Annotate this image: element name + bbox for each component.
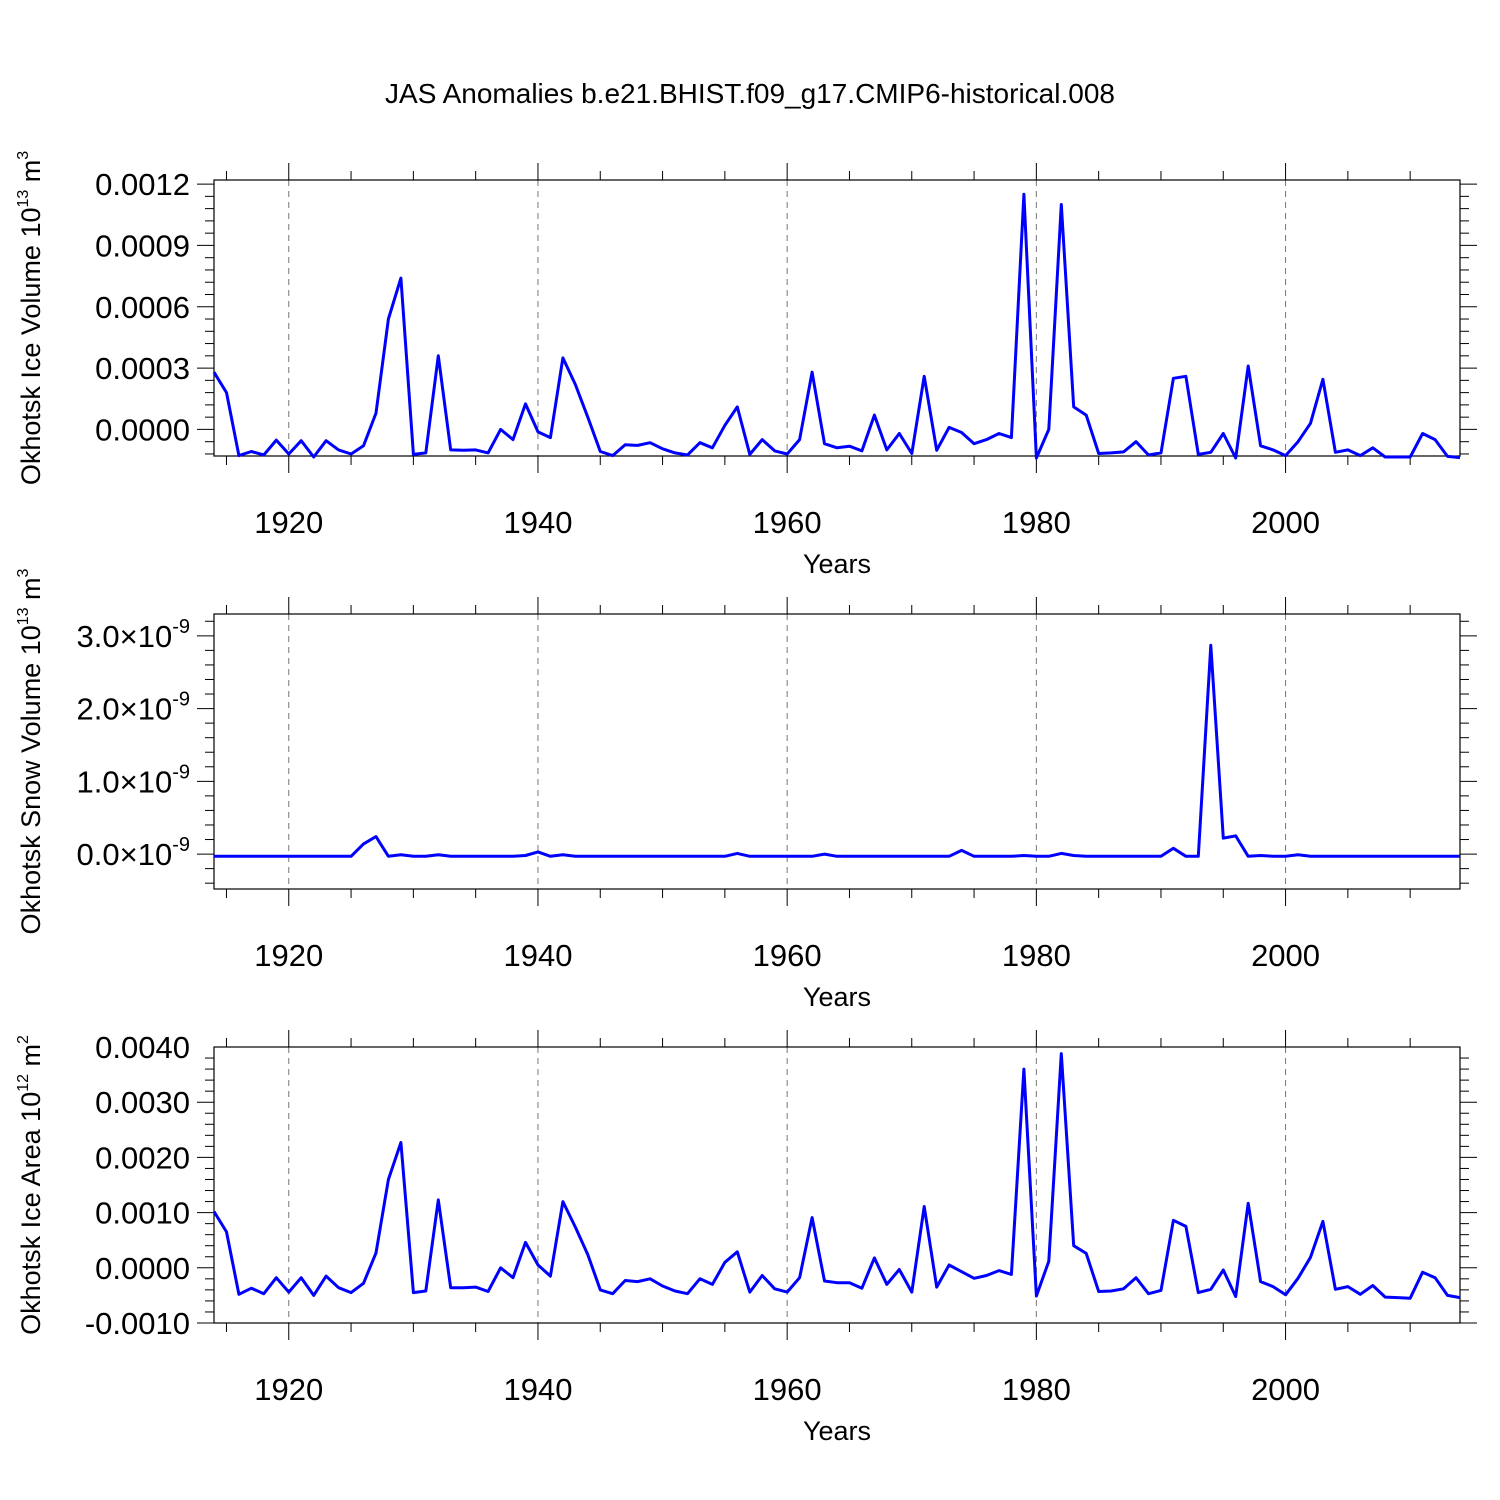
plot-frame [213,179,1461,457]
x-axis-title: Years [803,982,871,1012]
plot-frame [213,613,1461,890]
x-tick-label: 1980 [1002,1372,1071,1407]
x-tick-label: 1920 [254,938,323,973]
y-tick-label: 0.0000 [95,412,190,447]
y-tick-label: 0.0030 [95,1085,190,1120]
x-tick-label: 1940 [503,505,572,540]
x-tick-label: 1960 [753,505,822,540]
y-tick-label: 0.0003 [95,351,190,386]
series-line [212,1052,1461,1300]
y-tick-label: 0.0040 [95,1030,190,1065]
x-tick-label: 1980 [1002,938,1071,973]
y-axis-title: Okhotsk Snow Volume 1013 m3 [15,568,46,934]
plot-frame [213,1046,1461,1324]
chart-title: JAS Anomalies b.e21.BHIST.f09_g17.CMIP6-… [385,78,1115,109]
series-line [212,192,1461,460]
x-tick-label: 1960 [753,1372,822,1407]
y-tick-label: 0.0×10-9 [77,834,190,872]
y-tick-label: -0.0010 [85,1306,190,1341]
panel-1: 1920 1940 1960 1980 2000 Years 0.0000 0.0003 0.0… [15,151,1477,579]
y-tick-label: 0.0000 [95,1251,190,1286]
x-tick-label: 1920 [254,1372,323,1407]
y-tick-label: 2.0×10-9 [77,689,190,727]
x-tick-label: 1980 [1002,505,1071,540]
x-tick-label: 1960 [753,938,822,973]
series-line [214,643,1460,858]
y-tick-label: 0.0006 [95,290,190,325]
x-tick-label: 2000 [1251,938,1320,973]
y-tick-label: 0.0009 [95,228,190,263]
y-tick-label: 0.0020 [95,1140,190,1175]
x-tick-label: 1920 [254,505,323,540]
panel-2: 1920 1940 1960 1980 2000 Years 0.0×10-9 1.0×10-… [15,568,1477,1012]
x-tick-label: 1940 [503,1372,572,1407]
x-tick-label: 2000 [1251,1372,1320,1407]
y-tick-label: 0.0010 [95,1196,190,1231]
y-axis-title: Okhotsk Ice Area 1012 m2 [15,1035,46,1335]
x-axis-title: Years [803,1416,871,1446]
y-tick-label: 3.0×10-9 [77,616,190,654]
x-axis-title: Years [803,549,871,579]
y-tick-label: 1.0×10-9 [77,761,190,799]
panel-3: 1920 1940 1960 1980 2000 Years -0.0010 0.0000 0.… [15,1030,1477,1446]
y-tick-label: 0.0012 [95,167,190,202]
x-tick-label: 1940 [503,938,572,973]
y-axis-title: Okhotsk Ice Volume 1013 m3 [15,151,46,485]
x-tick-label: 2000 [1251,505,1320,540]
